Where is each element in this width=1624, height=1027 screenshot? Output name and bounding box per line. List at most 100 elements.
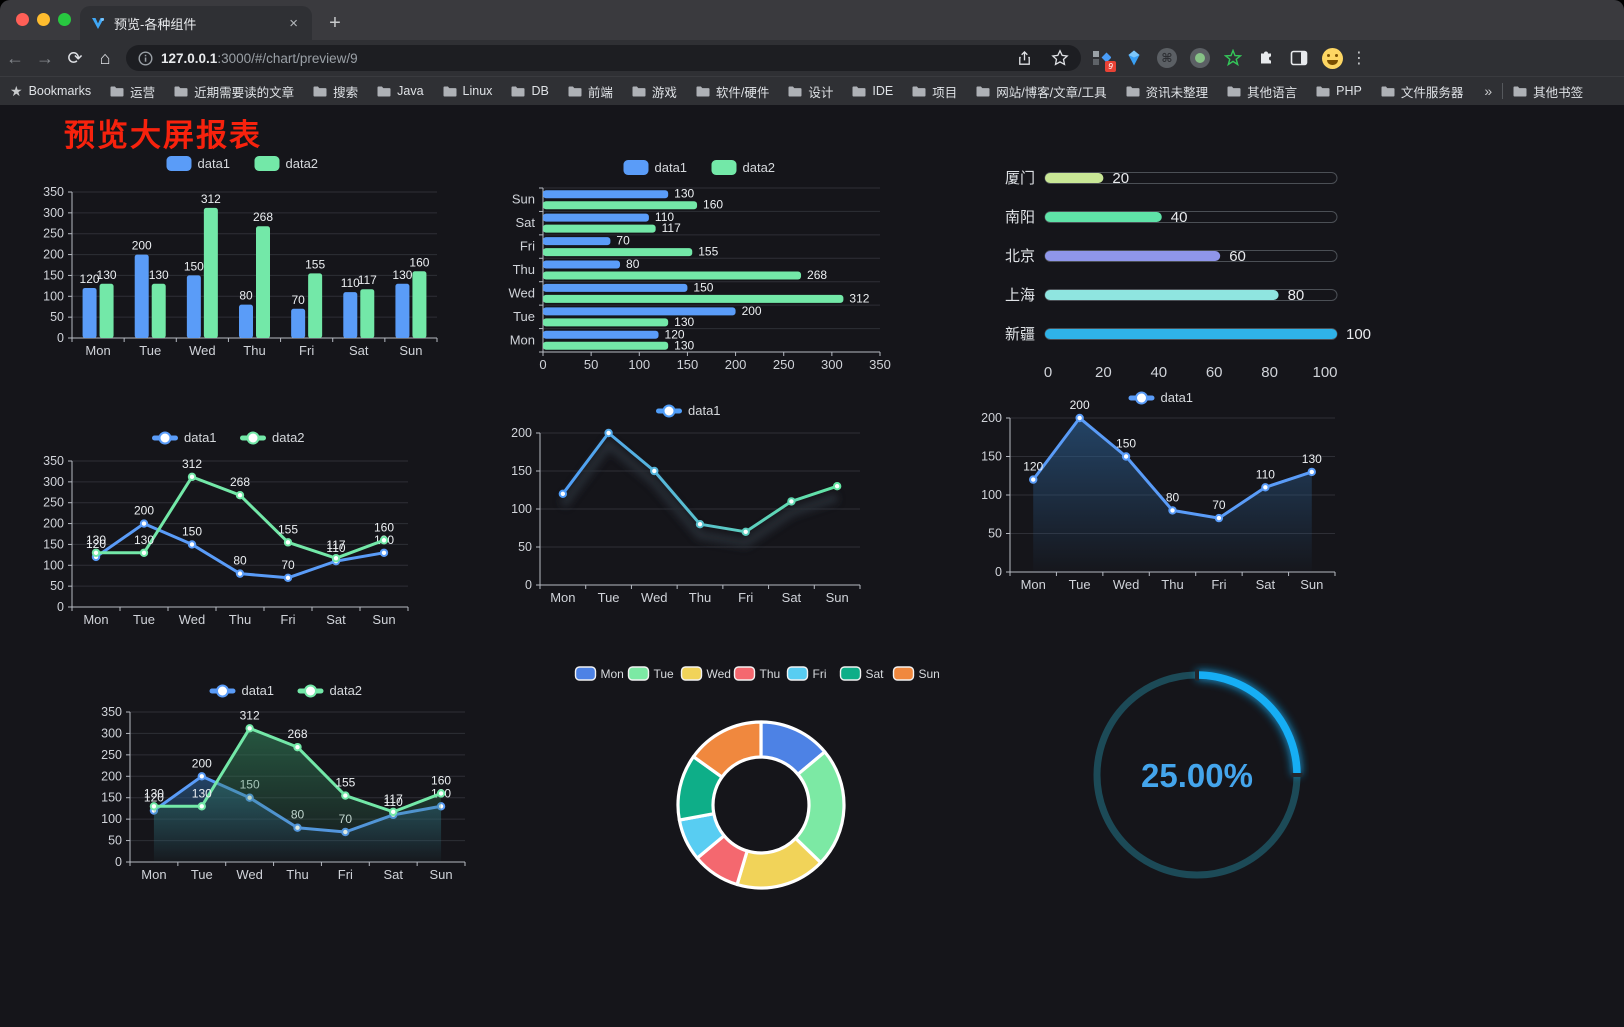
point-data1-Mon[interactable] xyxy=(558,489,568,499)
chart-legend[interactable]: data1 data2 xyxy=(209,683,363,698)
legend-swatch-Mon[interactable] xyxy=(574,666,597,681)
point-data2-Wed[interactable] xyxy=(245,724,254,733)
point-data2-Sat[interactable] xyxy=(389,807,398,817)
puzzle-icon[interactable] xyxy=(1253,45,1279,71)
legend-swatch[interactable] xyxy=(711,160,737,175)
bar-data2-Sat[interactable] xyxy=(360,289,375,338)
chart-legend[interactable]: Mon Tue Wed Thu Fri Sat Sun xyxy=(574,666,940,681)
bookmark-folder[interactable]: DB xyxy=(511,82,549,101)
point-data1-Thu[interactable] xyxy=(235,569,245,578)
hbar-data1-Wed[interactable] xyxy=(543,283,688,292)
bar-data1-Thu[interactable] xyxy=(239,304,253,338)
bar-data2-Sun[interactable] xyxy=(412,271,427,338)
bookmark-folder[interactable]: Java xyxy=(377,82,424,101)
legend-swatch-Sun[interactable] xyxy=(892,666,915,681)
chart-legend[interactable]: data1 xyxy=(656,403,721,418)
hbar-data2-Sat[interactable] xyxy=(543,224,656,233)
hbar-data1-Tue[interactable] xyxy=(543,307,736,316)
home-icon[interactable]: ⌂ xyxy=(99,47,111,68)
bar-data1-Tue[interactable] xyxy=(134,254,149,338)
point-data2-Tue[interactable] xyxy=(139,548,149,557)
point-data1-Tue[interactable] xyxy=(139,519,149,528)
chart-legend[interactable]: data1 data2 xyxy=(166,156,319,171)
bookmark-folder[interactable]: 运营 xyxy=(110,82,155,101)
legend-swatch[interactable] xyxy=(254,156,280,171)
progress-row-北京[interactable]: 北京 60 xyxy=(1005,248,1338,265)
city-progress-chart[interactable]: 厦门 20 南阳 40 北京 60 上海 80 新疆 100 0 20 40 60 80 100 xyxy=(980,150,1380,390)
legend-swatch-Sat[interactable] xyxy=(839,666,862,681)
point-data2-Mon[interactable] xyxy=(91,548,101,557)
hbar-data2-Sun[interactable] xyxy=(543,201,698,210)
legend-marker[interactable] xyxy=(662,404,676,418)
point-data1-Thu[interactable] xyxy=(695,520,705,529)
legend-marker[interactable] xyxy=(246,431,260,445)
point-data1-Thu[interactable] xyxy=(1168,506,1177,515)
two-series-line-chart[interactable]: data1 data2 0 50 100 150 200 250 300 350 Mon Tue Wed… xyxy=(40,425,420,637)
bar-data1-Sat[interactable] xyxy=(343,292,358,338)
other-bookmarks-folder[interactable]: 其他书签 xyxy=(1513,82,1583,101)
chart-legend[interactable]: data1 data2 xyxy=(152,430,305,445)
point-data1-Sun[interactable] xyxy=(379,548,389,557)
legend-marker[interactable] xyxy=(216,684,229,698)
bar-data2-Thu[interactable] xyxy=(256,226,270,338)
progress-row-上海[interactable]: 上海 80 xyxy=(1005,287,1338,304)
url-bar[interactable]: 127.0.0.1 :3000/#/chart/preview/9 xyxy=(126,45,1081,71)
percent-gauge-chart[interactable]: 25.00% xyxy=(1085,663,1309,887)
chart-legend[interactable]: data1 data2 xyxy=(623,160,776,175)
tab-close-icon[interactable]: × xyxy=(289,14,298,32)
point-data1-Wed[interactable] xyxy=(650,466,659,476)
gem-icon[interactable] xyxy=(1121,45,1147,71)
point-data2-Sun[interactable] xyxy=(379,536,389,545)
hbar-data2-Tue[interactable] xyxy=(543,318,669,327)
point-data2-Fri[interactable] xyxy=(283,538,293,547)
bar-data1-Fri[interactable] xyxy=(291,308,306,338)
share-icon[interactable] xyxy=(1016,50,1033,67)
back-icon[interactable]: ← xyxy=(6,47,24,68)
extensions-grid-icon[interactable]: 9 xyxy=(1088,45,1116,72)
legend-swatch-Fri[interactable] xyxy=(786,666,809,681)
progress-row-新疆[interactable]: 新疆 100 xyxy=(1005,326,1371,343)
point-data1-Fri[interactable] xyxy=(1214,513,1224,523)
point-data2-Sat[interactable] xyxy=(331,553,341,563)
bookmark-folder[interactable]: IDE xyxy=(852,82,893,101)
reload-icon[interactable]: ⟳ xyxy=(67,47,83,68)
point-data2-Wed[interactable] xyxy=(187,472,197,482)
command-icon[interactable]: ⌘ xyxy=(1154,45,1180,71)
bar-data2-Tue[interactable] xyxy=(151,283,166,338)
bar-data1-Sun[interactable] xyxy=(395,283,410,338)
hbar-data1-Mon[interactable] xyxy=(543,330,659,339)
forward-icon[interactable]: → xyxy=(36,47,54,68)
point-data1-Wed[interactable] xyxy=(187,540,197,549)
point-data1-Tue[interactable] xyxy=(1075,413,1084,423)
bar-data1-Wed[interactable] xyxy=(186,275,201,338)
bookmark-folder[interactable]: 设计 xyxy=(788,82,833,101)
week-donut-chart[interactable]: Mon Tue Wed Thu Fri Sat Sun xyxy=(545,660,977,890)
bookmark-folder[interactable]: 网站/博客/文章/工具 xyxy=(976,82,1107,101)
bookmark-folder[interactable]: 资讯未整理 xyxy=(1126,82,1208,101)
hbar-data1-Sat[interactable] xyxy=(543,213,649,222)
point-data1-Tue[interactable] xyxy=(604,428,613,438)
legend-swatch[interactable] xyxy=(623,160,649,175)
info-icon[interactable] xyxy=(138,50,153,66)
point-data2-Tue[interactable] xyxy=(197,802,206,811)
traffic-light-zoom-button[interactable] xyxy=(58,13,71,26)
bookmark-folder[interactable]: 软件/硬件 xyxy=(696,82,769,101)
grouped-horizontal-bar-chart[interactable]: data1 data2 0 50 100 150 200 250 300 350 Mon 120 130… xyxy=(500,152,900,372)
hbar-data1-Fri[interactable] xyxy=(543,237,611,246)
donut-slice-Sun[interactable] xyxy=(691,720,763,779)
point-data2-Thu[interactable] xyxy=(293,742,302,752)
bookmark-folder[interactable]: 文件服务器 xyxy=(1381,82,1463,101)
grouped-bar-chart[interactable]: data1 data2 0 50 100 150 200 250 300 350 Mon 120 130… xyxy=(40,150,442,365)
point-data1-Sat[interactable] xyxy=(787,497,796,506)
legend-swatch-Tue[interactable] xyxy=(627,666,650,681)
bar-data2-Mon[interactable] xyxy=(99,283,114,338)
hbar-data1-Thu[interactable] xyxy=(543,260,621,269)
hbar-data2-Mon[interactable] xyxy=(543,341,669,350)
point-data1-Mon[interactable] xyxy=(1029,475,1038,484)
point-data2-Mon[interactable] xyxy=(149,802,159,811)
point-data1-Fri[interactable] xyxy=(741,527,750,537)
point-data1-Sun[interactable] xyxy=(832,482,842,491)
bookmark-folder[interactable]: PHP xyxy=(1316,82,1362,101)
bookmark-star-icon[interactable] xyxy=(1051,49,1069,67)
gradient-line-chart[interactable]: data1 0 50 100 150 200 Mon Tue Wed Thu Fri Sat Sun xyxy=(498,398,896,610)
